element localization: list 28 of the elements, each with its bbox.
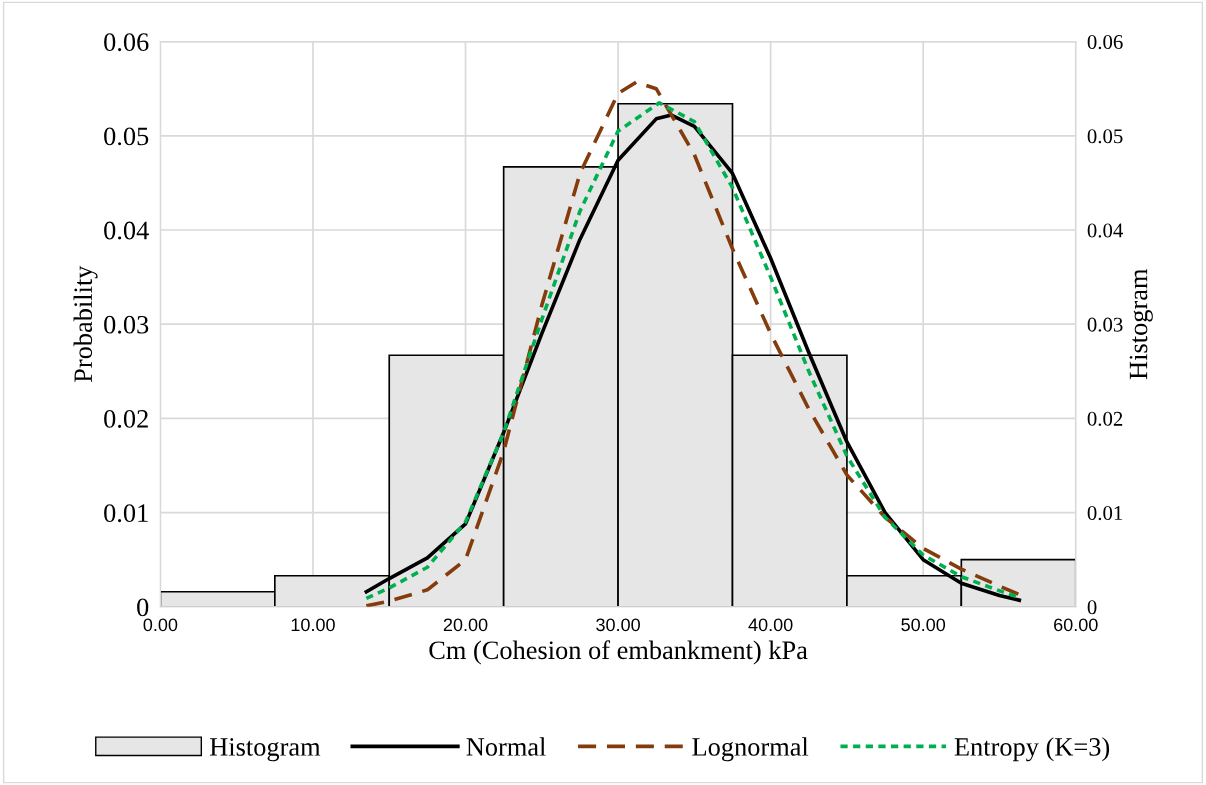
legend-label: Normal [466, 737, 546, 756]
y2-tick-label: 0.04 [1087, 223, 1123, 238]
y-tick-label: 0.03 [104, 315, 149, 334]
y-tick-label: 0.01 [104, 504, 148, 523]
y-axis-title: Probability [73, 265, 98, 383]
x-tick-label: 0.00 [143, 618, 178, 632]
y2-tick-label: 0 [1087, 600, 1097, 615]
y2-tick-label: 0.01 [1087, 505, 1123, 521]
x-tick-label: 40.00 [748, 618, 793, 632]
y-tick-label: 0 [137, 598, 149, 617]
x-tick-label: 20.00 [443, 618, 488, 632]
legend-label: Entropy (K=3) [954, 737, 1110, 762]
x-tick-label: 60.00 [1054, 618, 1098, 632]
y-tick-label: 0.06 [104, 33, 149, 52]
legend-label: Histogram [209, 738, 321, 762]
x-tick-label: 50.00 [901, 618, 946, 632]
y-tick-label: 0.02 [104, 410, 148, 428]
y2-axis-title: Histogram [1129, 268, 1153, 380]
y2-tick-label: 0.06 [1087, 34, 1123, 50]
y2-tick-label: 0.05 [1087, 129, 1123, 144]
y2-tick-label: 0.03 [1087, 317, 1123, 332]
x-tick-label: 10.00 [291, 618, 335, 632]
x-tick-label: 30.00 [596, 618, 640, 632]
y-tick-label: 0.04 [104, 221, 149, 240]
legend-label: Lognormal [692, 737, 809, 762]
y-tick-label: 0.05 [104, 127, 149, 146]
y2-tick-label: 0.02 [1087, 411, 1123, 426]
x-axis-title: Cm (Cohesion of embankment) kPa [429, 640, 808, 665]
